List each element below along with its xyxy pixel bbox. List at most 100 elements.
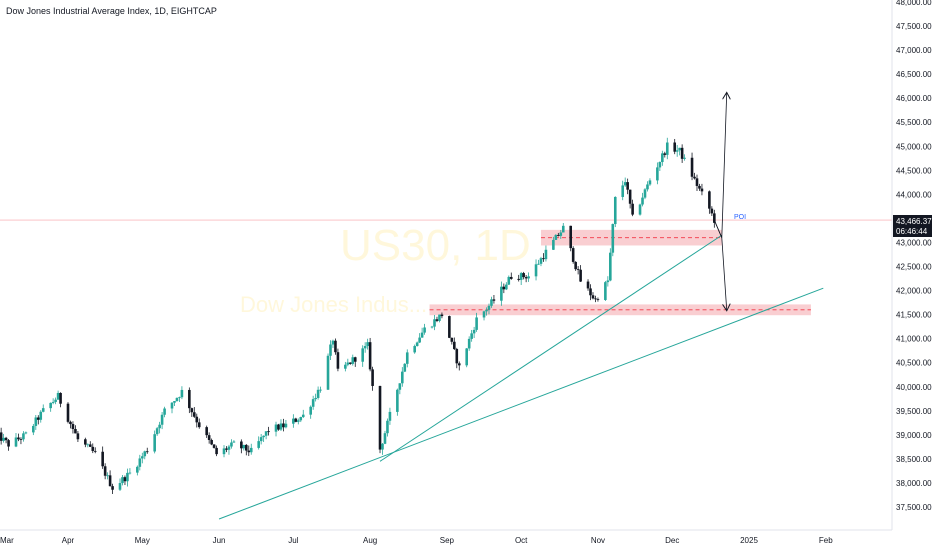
candle-body [207,435,211,440]
x-axis[interactable]: Mar Apr May Jun Jul Aug Sep Oct Nov Dec 2025 Feb [0,536,833,545]
candle-body [170,402,174,409]
candle-body [326,355,330,390]
candle-body [505,284,508,290]
candle-body [378,385,382,450]
x-tick-label: Apr [62,536,75,545]
candle-body [695,178,699,186]
candle-body [396,389,399,412]
candle-body [673,142,677,152]
y-tick-label: 40,500.00 [896,359,932,368]
candle-body [66,403,70,422]
candle-body [519,273,523,280]
candle-body [586,281,590,289]
candle-body [700,188,704,192]
candle-body [71,424,75,430]
candle-body [517,278,520,280]
candle-body [522,273,525,278]
watermark-symbol: US30, 1D [340,221,531,270]
candle-body [121,477,124,484]
candle-body [433,319,436,327]
candle-body [591,295,595,299]
x-tick-label: Jun [213,536,226,545]
candle-body [524,277,528,279]
candle-body [49,402,52,409]
candle-body [22,433,25,440]
candle-body [32,425,35,433]
candle-body [571,248,575,262]
candle-body [212,444,216,448]
candle-body [145,451,149,453]
candle-body [423,327,426,333]
candle-body [247,450,251,453]
candle-body [631,203,634,215]
y-tick-label: 41,500.00 [896,311,932,320]
candle-body [39,411,43,420]
candle-body [366,342,369,347]
candle-body [17,437,20,440]
candle-body [502,286,506,290]
candle-body [611,224,615,253]
candle-body [554,234,558,240]
candle-body [648,180,652,185]
candle-body [534,264,538,277]
y-tick-label: 41,000.00 [896,335,932,344]
y-tick-label: 38,500.00 [896,455,932,464]
candle-body [240,441,243,449]
candle-body [277,424,280,430]
candle-body [661,153,664,163]
candle-body [41,408,45,412]
candle-body [678,147,681,151]
candle-body [683,157,686,159]
candle-body [646,184,649,190]
candle-body [539,258,543,264]
y-tick-label: 44,000.00 [896,190,932,199]
candle-body [108,475,112,487]
candle-body [542,258,545,260]
candle-body [329,344,332,356]
candle-body [225,448,228,450]
candle-body [626,182,629,190]
candle-body [609,252,612,281]
candle-body [86,444,90,446]
candle-body [197,422,201,428]
candle-body [34,417,38,426]
candle-body [227,446,231,450]
candle-body [249,447,253,453]
candle-body [559,232,563,236]
candle-body [297,420,300,422]
x-tick-label: Feb [819,536,833,545]
x-tick-label: 2025 [740,536,758,545]
candle-body [158,424,161,429]
candle-body [106,475,109,477]
candle-body [205,427,208,436]
candle-body [36,417,40,420]
candle-body [569,225,573,249]
candle-body [467,338,471,349]
candle-body [140,456,144,459]
candle-body [111,486,114,490]
candle-body [7,440,10,447]
candle-body [579,269,582,282]
candle-body [334,340,337,353]
candle-body [690,157,694,177]
candle-body [663,153,667,155]
candle-body [56,392,60,400]
candle-body [279,423,283,430]
candle-body [294,418,298,422]
candle-body [698,185,701,189]
y-axis[interactable]: 37,500.00 38,000.00 38,500.00 39,000.00 39,5… [896,0,932,512]
candle-body [492,299,496,301]
candle-body [490,299,493,306]
candle-body [457,363,461,366]
candle-body [561,225,565,233]
candle-body [331,340,335,345]
candle-body [76,433,80,440]
candle-body [485,309,488,312]
candle-body [178,397,181,399]
candle-body [500,286,503,301]
candle-body [675,150,679,152]
candle-body [438,314,441,321]
candle-body [656,167,659,181]
candle-body [606,280,610,283]
